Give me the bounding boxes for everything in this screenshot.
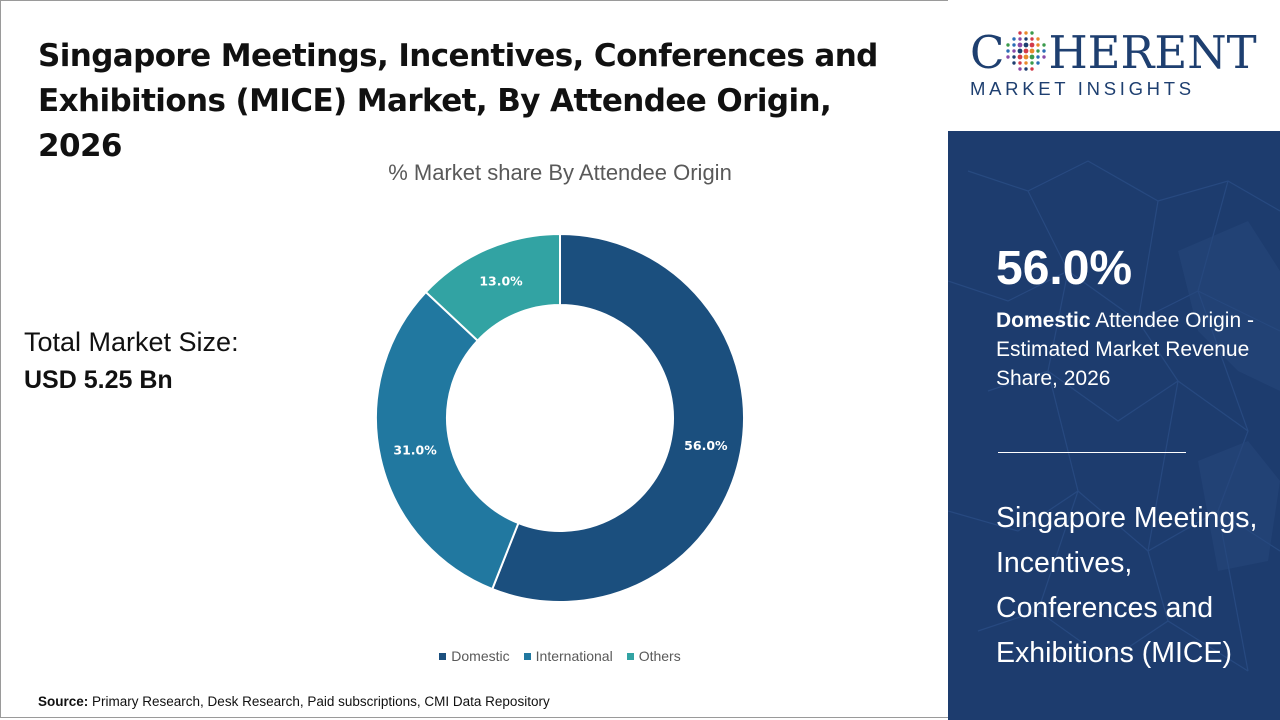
data-label-others: 13.0% (479, 274, 523, 289)
globe-dot (1024, 42, 1029, 48)
globe-dot (1030, 37, 1035, 41)
map-background-icon (948, 160, 1280, 672)
market-size-label: Total Market Size: (24, 327, 239, 357)
legend-item-others: Others (626, 648, 681, 664)
data-label-international: 31.0% (393, 442, 437, 457)
legend-swatch-international (523, 652, 531, 660)
globe-dot (1036, 43, 1041, 47)
globe-dot (1036, 55, 1041, 59)
legend-item-international: International (523, 648, 613, 664)
globe-dot (1012, 55, 1017, 59)
globe-dot (1006, 43, 1011, 47)
globe-dot (1024, 37, 1029, 41)
globe-dot (1036, 49, 1041, 53)
globe-dot (1030, 54, 1035, 60)
logo-subtitle: MARKET INSIGHTS (970, 78, 1195, 99)
globe-dot (1018, 31, 1023, 35)
legend-label-international: International (535, 648, 613, 664)
globe-dot (1042, 43, 1047, 47)
highlight-stat: 56.0% (996, 242, 1133, 295)
globe-dot (1012, 61, 1017, 65)
legend-swatch-others (626, 652, 634, 660)
chart-legend: Domestic International Others (0, 648, 1120, 664)
globe-dot (1042, 55, 1047, 59)
globe-dot (1030, 67, 1035, 71)
market-size-block: Total Market Size: USD 5.25 Bn (24, 324, 239, 400)
globe-dot (1030, 48, 1035, 54)
globe-dot (1036, 61, 1041, 65)
globe-dot (1018, 37, 1023, 41)
globe-dot (1012, 37, 1017, 41)
globe-dot (1006, 55, 1011, 59)
legend-swatch-domestic (439, 652, 447, 660)
donut-slice-others (424, 232, 561, 343)
chart-frame (0, 0, 948, 718)
logo-area: C HERENT MARKET INSIGHTS (948, 0, 1280, 131)
globe-dot (1006, 49, 1011, 53)
side-panel: 56.0% Domestic Attendee Origin - Estimat… (948, 131, 1280, 720)
highlight-text: Attendee Origin - Estimated Market Reven… (996, 309, 1254, 390)
data-label-domestic: 56.0% (684, 438, 728, 453)
market-size-value: USD 5.25 Bn (24, 366, 173, 394)
globe-dot (1042, 49, 1047, 53)
company-logo: C HERENT (970, 28, 1257, 78)
legend-label-others: Others (638, 648, 681, 664)
logo-word-herent: HERENT (1048, 26, 1257, 79)
highlight-segment: Domestic (996, 309, 1091, 332)
globe-dot (1024, 61, 1029, 65)
source-text: Primary Research, Desk Research, Paid su… (92, 694, 550, 709)
globe-dot (1030, 42, 1035, 48)
globe-dot (1012, 43, 1017, 47)
page-title: Singapore Meetings, Incentives, Conferen… (38, 38, 878, 164)
logo-letter-c: C (970, 26, 1005, 79)
chart-title: % Market share By Attendee Origin (388, 160, 732, 185)
divider (998, 452, 1186, 453)
highlight-description: Domestic Attendee Origin - Estimated Mar… (996, 306, 1266, 393)
globe-dot (1024, 67, 1029, 71)
donut-slice-domestic (490, 232, 745, 603)
sidebar-title: Singapore Meetings, Incentives, Conferen… (996, 502, 1258, 669)
globe-dot (1036, 37, 1041, 41)
globe-dot (1024, 48, 1029, 54)
donut-chart: 56.0% 31.0% 13.0% (375, 232, 745, 603)
globe-dot (1018, 54, 1023, 60)
source-note: Source: Primary Research, Desk Research,… (38, 694, 550, 709)
globe-dot (1030, 61, 1035, 65)
legend-item-domestic: Domestic (439, 648, 510, 664)
globe-dot (1018, 61, 1023, 65)
globe-dot (1018, 42, 1023, 48)
source-label: Source: (38, 694, 89, 709)
donut-slice-international (375, 290, 520, 591)
globe-dot (1024, 31, 1029, 35)
globe-dot (1012, 49, 1017, 53)
globe-dot (1024, 54, 1029, 60)
globe-dots-icon (1006, 31, 1047, 71)
globe-dot (1018, 48, 1023, 54)
globe-dot (1030, 31, 1035, 35)
globe-dot (1018, 67, 1023, 71)
legend-label-domestic: Domestic (451, 648, 510, 664)
